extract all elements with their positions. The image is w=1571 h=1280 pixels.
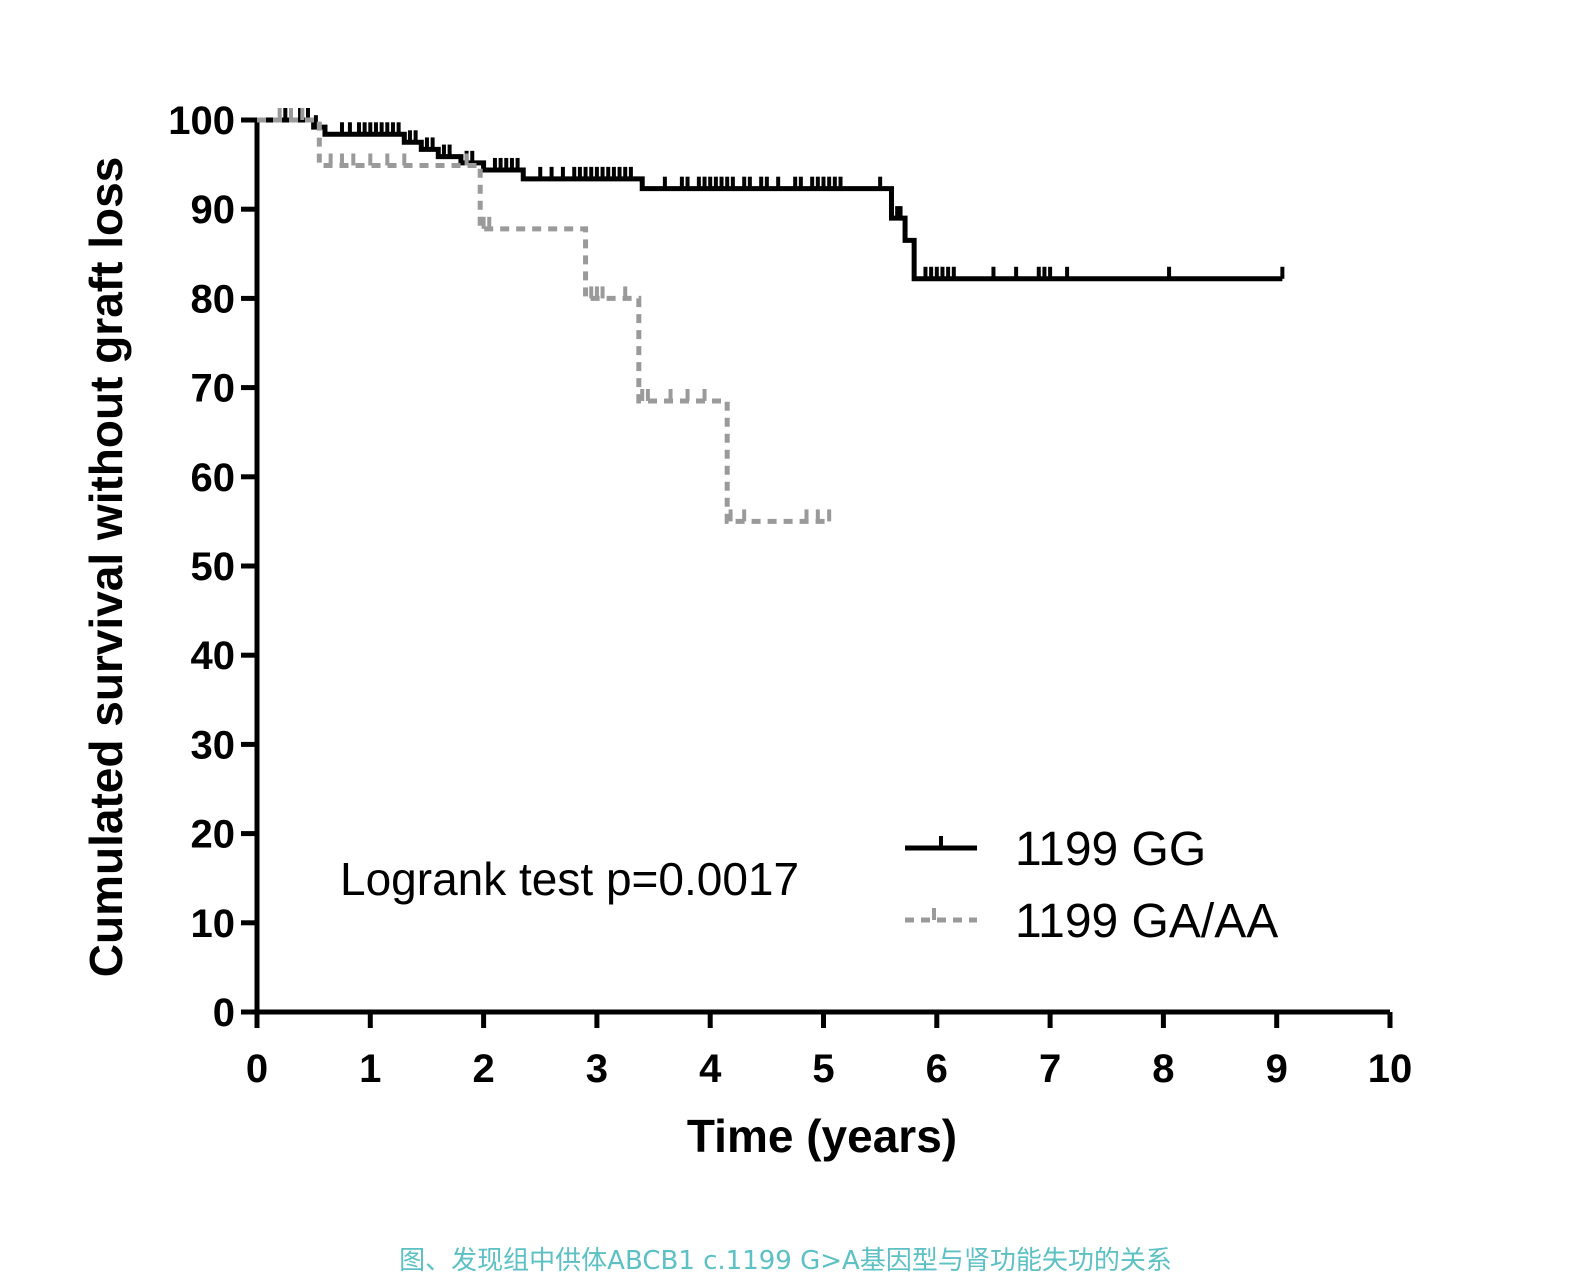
legend: 1199 GG 1199 GA/AA (905, 823, 1278, 948)
y-tick-label: 0 (213, 991, 235, 1035)
logrank-annotation: Logrank test p=0.0017 (340, 853, 799, 905)
y-tick-label: 70 (191, 367, 236, 411)
x-tick-label: 3 (586, 1047, 608, 1091)
series-gg (257, 108, 1285, 282)
x-tick-label: 0 (246, 1047, 268, 1091)
survival-curve-gaaa (257, 117, 830, 524)
survival-curves (257, 108, 1285, 524)
x-tick-label: 1 (359, 1047, 381, 1091)
y-tick-label: 50 (191, 545, 236, 589)
y-tick-label: 80 (191, 277, 236, 321)
legend-item-gg: 1199 GG (905, 823, 1206, 876)
x-tick-label: 8 (1152, 1047, 1174, 1091)
x-tick-label: 4 (699, 1047, 722, 1091)
y-tick-label: 10 (191, 902, 236, 946)
legend-label-gg: 1199 GG (1015, 823, 1206, 876)
survival-curve-gg (257, 117, 1283, 282)
y-tick-label: 40 (191, 634, 236, 678)
x-tick-label: 9 (1266, 1047, 1288, 1091)
series-gaaa (257, 108, 832, 524)
x-axis-title: Time (years) (687, 1110, 957, 1162)
legend-label-gaaa: 1199 GA/AA (1015, 895, 1278, 948)
y-tick-label: 90 (191, 188, 236, 232)
x-tick-label: 7 (1039, 1047, 1061, 1091)
y-tick-label: 20 (191, 813, 236, 857)
y-tick-label: 30 (191, 723, 236, 767)
x-tick-label: 10 (1368, 1047, 1413, 1091)
figure-caption: 图、发现组中供体ABCB1 c.1199 G>A基因型与肾功能失功的关系 (399, 1246, 1172, 1276)
legend-item-gaaa: 1199 GA/AA (905, 895, 1278, 948)
y-tick-label: 60 (191, 456, 236, 500)
y-tick-label: 100 (168, 99, 235, 143)
x-tick-label: 5 (812, 1047, 834, 1091)
x-tick-label: 6 (926, 1047, 948, 1091)
x-tick-label: 2 (472, 1047, 494, 1091)
y-axis-title: Cumulated survival without graft loss (80, 157, 132, 977)
